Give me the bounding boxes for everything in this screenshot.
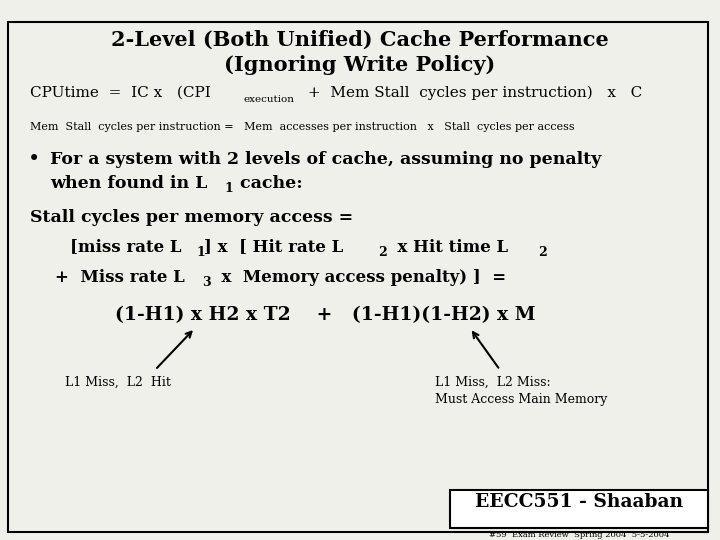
Text: EECC551 - Shaaban: EECC551 - Shaaban [475,493,683,511]
Text: +  Miss rate L: + Miss rate L [55,268,185,286]
Text: (1-H1) x H2 x T2    +   (1-H1)(1-H2) x M: (1-H1) x H2 x T2 + (1-H1)(1-H2) x M [115,306,536,324]
Text: execution: execution [243,96,294,105]
Text: [miss rate L: [miss rate L [70,239,181,255]
Text: •: • [28,151,40,170]
Text: (Ignoring Write Policy): (Ignoring Write Policy) [225,55,495,75]
Text: 3: 3 [202,276,211,289]
Text: L1 Miss,  L2  Hit: L1 Miss, L2 Hit [65,375,171,388]
Text: For a system with 2 levels of cache, assuming no penalty: For a system with 2 levels of cache, ass… [50,152,601,168]
Text: x Hit time L: x Hit time L [386,239,508,255]
Text: +  Mem Stall  cycles per instruction)   x   C: + Mem Stall cycles per instruction) x C [303,86,642,100]
Text: Stall cycles per memory access =: Stall cycles per memory access = [30,208,354,226]
Text: 1: 1 [225,183,234,195]
Text: 2-Level (Both Unified) Cache Performance: 2-Level (Both Unified) Cache Performance [111,30,609,50]
Text: Mem  Stall  cycles per instruction =   Mem  accesses per instruction   x   Stall: Mem Stall cycles per instruction = Mem a… [30,122,575,132]
Text: 2: 2 [538,246,546,260]
Text: cache:: cache: [234,176,302,192]
Text: 1: 1 [196,246,204,260]
Text: x  Memory access penalty) ]  =: x Memory access penalty) ] = [210,268,506,286]
Text: 2: 2 [378,246,387,260]
Text: CPUtime  =  IC x   (CPI: CPUtime = IC x (CPI [30,86,211,100]
Text: Must Access Main Memory: Must Access Main Memory [435,394,608,407]
Text: #59  Exam Review  Spring 2004  5-5-2004: #59 Exam Review Spring 2004 5-5-2004 [489,531,670,539]
Bar [450,490,708,528]
Text: when found in L: when found in L [50,176,207,192]
Text: ] x  [ Hit rate L: ] x [ Hit rate L [204,239,343,255]
Text: L1 Miss,  L2 Miss:: L1 Miss, L2 Miss: [435,375,551,388]
